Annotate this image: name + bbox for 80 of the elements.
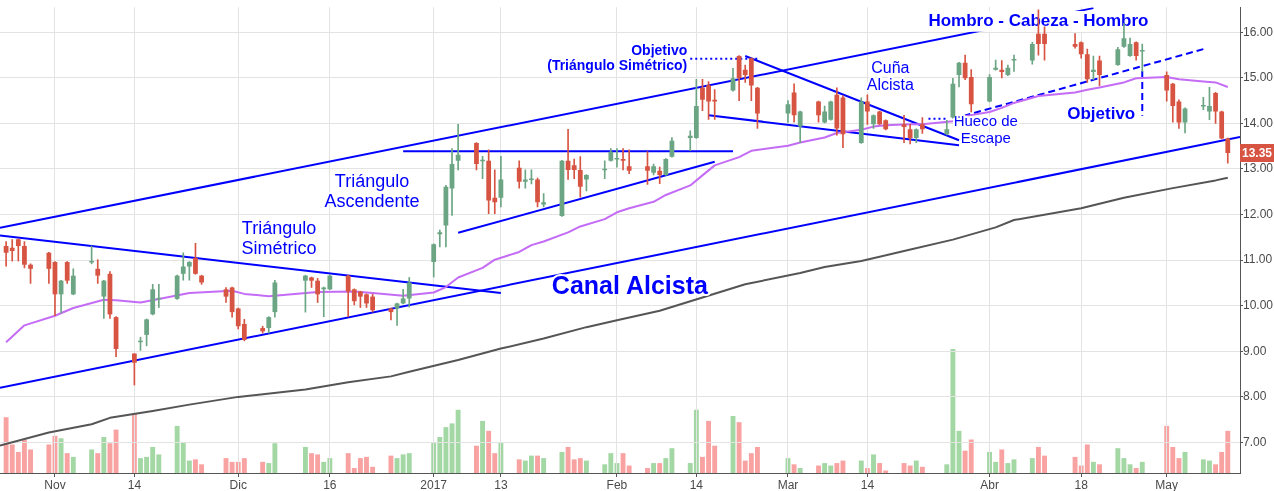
candlestick bbox=[9, 239, 15, 262]
y-tick-label: 15.00 bbox=[1243, 70, 1274, 85]
annotation: Objetivo bbox=[1067, 103, 1136, 123]
bar bbox=[913, 460, 919, 473]
bar bbox=[474, 445, 479, 473]
y-tick-label: 9.00 bbox=[1243, 343, 1267, 358]
bar bbox=[583, 460, 589, 473]
x-tick-label: 13 bbox=[494, 477, 508, 491]
x-tick-label: 2017 bbox=[420, 477, 448, 491]
bar bbox=[626, 465, 632, 473]
bar bbox=[1029, 458, 1035, 473]
bar bbox=[70, 456, 76, 473]
bar bbox=[260, 461, 266, 473]
bar bbox=[834, 463, 840, 473]
bar bbox=[651, 463, 657, 473]
bar bbox=[1133, 468, 1139, 473]
bar bbox=[871, 454, 876, 473]
bar bbox=[1090, 461, 1096, 473]
x-tick-label: 18 bbox=[1074, 477, 1089, 491]
annotation: Canal Alcista bbox=[551, 270, 710, 299]
bar bbox=[791, 464, 797, 473]
bar bbox=[1097, 464, 1102, 473]
x-tick-label: Feb bbox=[606, 477, 628, 491]
candlestick bbox=[901, 114, 907, 143]
y-tick-label: 10.00 bbox=[1243, 298, 1274, 313]
y-tick-label: 12.00 bbox=[1243, 206, 1274, 221]
bar bbox=[541, 458, 547, 473]
x-tick-label: Abr bbox=[980, 477, 999, 491]
bar bbox=[302, 446, 308, 473]
bar bbox=[1139, 461, 1145, 473]
x-tick-label: Dic bbox=[229, 477, 247, 491]
candlestick bbox=[657, 166, 663, 184]
bar bbox=[657, 463, 663, 473]
bar bbox=[919, 466, 925, 473]
annotation: Triángulo Simétrico bbox=[241, 217, 317, 258]
candlestick bbox=[437, 229, 443, 248]
y-tick-label: 11.00 bbox=[1243, 252, 1273, 267]
bar bbox=[113, 429, 119, 473]
bar bbox=[95, 453, 101, 473]
annotation: Objetivo (Triángulo Simétrico) bbox=[547, 41, 688, 74]
x-tick-label: Mar bbox=[777, 477, 799, 491]
candlestick bbox=[95, 259, 101, 284]
x-tick-label: 16 bbox=[323, 477, 337, 491]
bar bbox=[1005, 463, 1011, 473]
y-tick-label: 14.00 bbox=[1243, 115, 1274, 130]
y-tick-label: 8.00 bbox=[1243, 389, 1267, 404]
bar bbox=[480, 420, 486, 473]
x-tick-label: 14 bbox=[689, 477, 704, 491]
x-tick-label: 14 bbox=[127, 477, 142, 491]
annotation: Triángulo Ascendente bbox=[324, 171, 420, 211]
bar bbox=[816, 465, 821, 473]
bar bbox=[58, 438, 64, 473]
annotation: 13.35 bbox=[1242, 145, 1273, 160]
bar bbox=[89, 449, 95, 473]
bar bbox=[516, 459, 522, 473]
bar bbox=[535, 455, 540, 473]
bar bbox=[455, 409, 461, 473]
candlestick bbox=[180, 252, 186, 281]
bar bbox=[64, 453, 70, 473]
bar bbox=[645, 468, 650, 473]
x-tick-label: May bbox=[1155, 477, 1179, 491]
candlestick bbox=[455, 124, 461, 171]
x-tick-label: 14 bbox=[860, 477, 875, 491]
bar bbox=[907, 465, 913, 473]
candlestick bbox=[999, 60, 1005, 79]
y-tick-label: 13.00 bbox=[1243, 161, 1274, 176]
annotation: Hueco de Escape bbox=[953, 112, 1018, 146]
candlestick bbox=[1072, 33, 1078, 49]
bar bbox=[999, 449, 1005, 473]
bar bbox=[101, 437, 107, 473]
y-tick-label: 16.00 bbox=[1243, 24, 1274, 39]
candlestick bbox=[626, 149, 632, 174]
bar bbox=[858, 460, 864, 473]
x-tick-label: Nov bbox=[44, 477, 66, 491]
candlestick bbox=[1011, 54, 1017, 72]
y-tick-label: 7.00 bbox=[1243, 434, 1267, 449]
bar bbox=[46, 444, 52, 473]
bar bbox=[388, 455, 394, 473]
annotation: Cuña Alcista bbox=[866, 58, 914, 94]
bar bbox=[797, 468, 803, 473]
